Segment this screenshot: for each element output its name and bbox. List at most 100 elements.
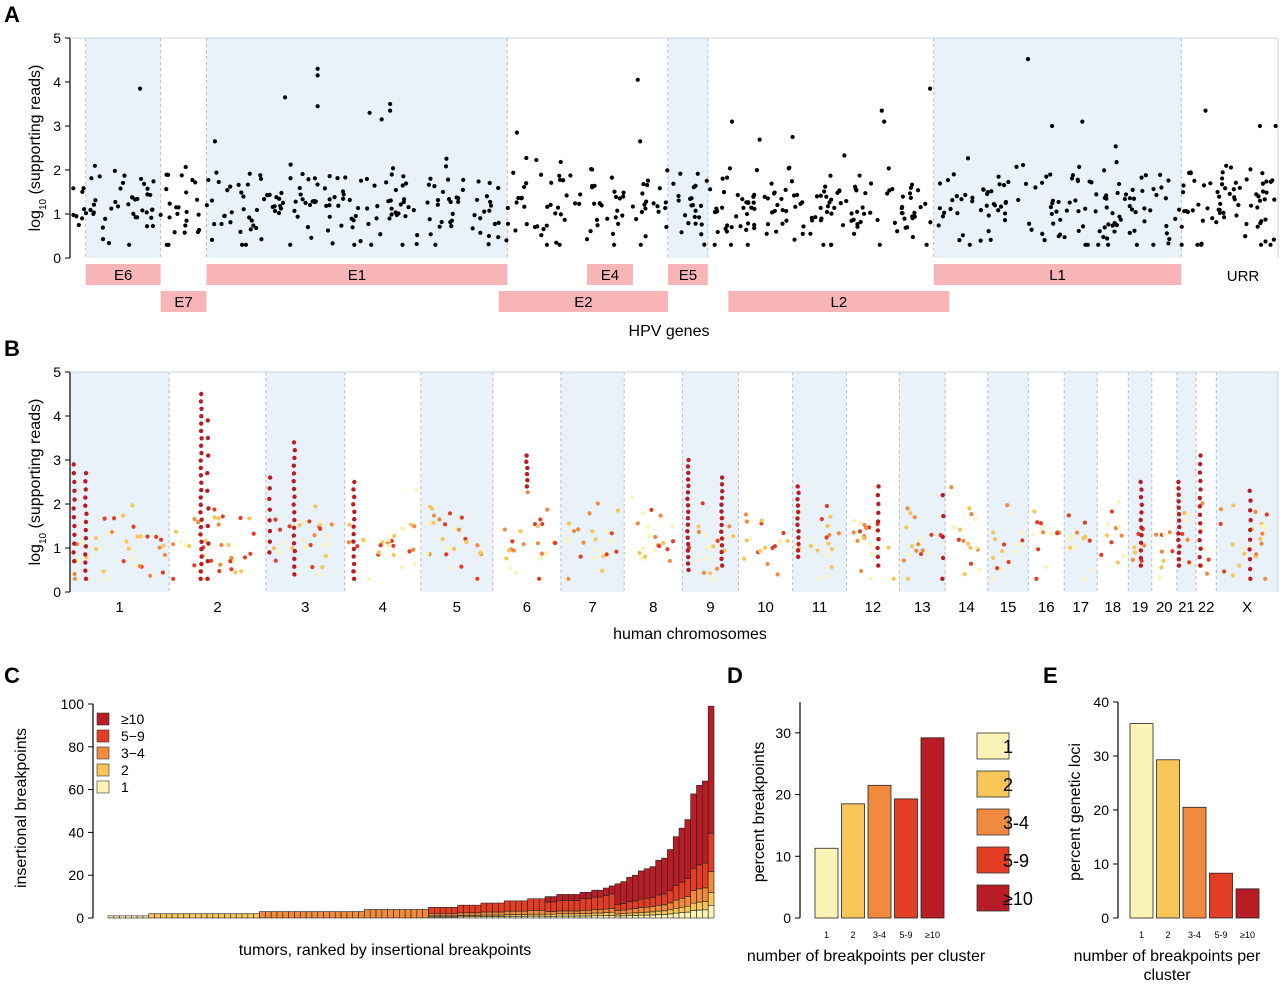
panel-a-dot — [461, 177, 466, 183]
panel-c-bar-segment — [608, 915, 616, 919]
panel-c-bar-segment — [585, 892, 592, 900]
panel-a-dot — [1255, 205, 1260, 210]
panel-a-dot — [945, 178, 951, 183]
panel-a-dot — [393, 187, 398, 193]
panel-a-dot — [496, 185, 501, 191]
panel-a-dot — [158, 212, 163, 217]
panel-b-dot — [297, 523, 302, 528]
panel-c-bar-segment — [602, 912, 610, 916]
panel-b-cluster-dot — [198, 495, 203, 500]
panel-c-bar-segment — [136, 915, 144, 919]
panel-b-dot — [540, 521, 545, 527]
panel-b-dot — [637, 550, 642, 556]
panel-c-bar-segment — [690, 868, 697, 891]
panel-e-bar-1 — [1156, 759, 1180, 919]
chromosome-label-4: 4 — [379, 599, 387, 616]
chromosome-label-7: 7 — [588, 599, 596, 616]
panel-a-dot — [1049, 211, 1054, 217]
panel-b-cluster-dot — [1247, 508, 1253, 513]
panel-b-dot — [772, 544, 778, 549]
panel-c-bar-segment — [602, 915, 610, 919]
panel-b-shaded-chromosome — [987, 372, 1029, 592]
panel-c-bar-segment — [387, 909, 394, 919]
panel-a-dot — [738, 224, 743, 229]
panel-c-bar-segment — [183, 913, 190, 919]
panel-c-bar-segment — [632, 900, 639, 909]
panel-b-cluster-dot — [685, 516, 691, 521]
panel-a-dot — [1073, 198, 1078, 203]
panel-c-bar-segment — [702, 901, 709, 911]
panel-b-dot — [326, 533, 331, 538]
panel-b-dot — [819, 517, 824, 522]
panel-a-dot — [1262, 197, 1267, 202]
panel-letter-e: E — [1043, 663, 1058, 688]
panel-a-dot — [245, 182, 250, 187]
panel-c-bar-segment — [457, 912, 464, 916]
panel-a-dot — [239, 242, 245, 247]
panel-b-dot — [1081, 536, 1086, 541]
panel-b-dot — [1008, 511, 1013, 516]
panel-a-dot — [1039, 180, 1045, 185]
panel-b-cluster-dot — [1176, 550, 1182, 555]
panel-b-dot — [448, 566, 453, 571]
panel-a-dot — [1139, 175, 1144, 180]
panel-a-dot — [590, 167, 595, 172]
panel-a-dot — [900, 204, 905, 210]
panel-b-dot — [411, 547, 416, 552]
panel-a-dot — [1094, 192, 1099, 197]
panel-c-bar-segment — [626, 915, 633, 919]
panel-d-legend-label: 3-4 — [1003, 813, 1029, 833]
panel-a-dot — [729, 225, 734, 230]
panel-b-dot — [1067, 545, 1073, 550]
panel-a-dot — [1127, 203, 1132, 209]
gene-box-e6 — [85, 264, 161, 285]
panel-b-dot — [320, 565, 325, 570]
panel-b-cluster-dot — [1138, 479, 1143, 485]
panel-b-dot — [1264, 512, 1269, 517]
panel-a-dot — [887, 188, 892, 193]
panel-a-dot — [1236, 202, 1241, 208]
panel-c-bar-segment — [323, 911, 330, 919]
panel-b-dot — [1043, 564, 1049, 570]
panel-b-dot — [661, 540, 666, 546]
panel-b-cluster-dot — [1198, 453, 1203, 458]
panel-b-cluster-dot — [795, 522, 800, 527]
panel-a-dot — [1127, 230, 1132, 235]
panel-a-dot — [643, 206, 648, 211]
panel-a-dot — [1115, 190, 1120, 196]
panel-b-dot — [867, 542, 873, 547]
panel-a-dot — [1173, 216, 1178, 221]
panel-b-dot — [412, 561, 417, 567]
panel-c-bar-segment — [416, 909, 423, 919]
panel-a-dot — [411, 208, 416, 213]
panel-b-dot — [1204, 571, 1210, 576]
panel-b-dot — [904, 525, 909, 530]
panel-c-bar-segment — [568, 910, 575, 915]
panel-a-dot — [222, 213, 227, 218]
panel-b-cluster-dot — [719, 482, 725, 487]
gene-box-l1 — [933, 264, 1182, 285]
panel-c-bar-segment — [486, 911, 493, 916]
panel-a-dot — [1217, 210, 1223, 215]
panel-b-dot — [966, 541, 971, 546]
panel-a-dot — [115, 204, 121, 209]
panel-a-dot — [853, 187, 858, 192]
panel-letter-c: C — [4, 663, 20, 688]
panel-a-dot — [1123, 192, 1129, 197]
panel-b-dot — [111, 516, 117, 521]
panel-c-bar-segment — [369, 909, 377, 919]
panel-b-cluster-dot — [72, 497, 77, 502]
panel-b-cluster-dot — [206, 506, 211, 511]
panel-b-dot — [704, 556, 709, 561]
panel-b-cluster-dot — [72, 532, 77, 537]
panel-c-bar-segment — [346, 911, 354, 919]
panel-b-dot — [463, 536, 468, 541]
panel-a-dot — [254, 207, 260, 213]
panel-a-dot — [693, 221, 698, 226]
panel-b-dot — [126, 546, 131, 551]
panel-a-dot — [1256, 194, 1261, 199]
panel-a-dot — [534, 157, 539, 163]
panel-b-cluster-dot — [719, 502, 724, 507]
panel-a-dot — [615, 208, 620, 213]
panel-a-dot — [676, 193, 681, 199]
